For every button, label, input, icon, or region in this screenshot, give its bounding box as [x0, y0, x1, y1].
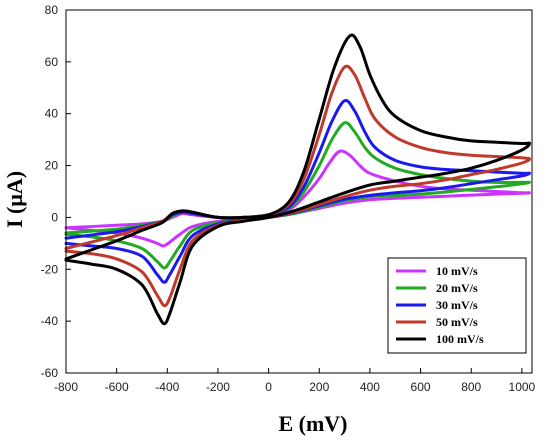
x-axis: -800 -600 -400 -200 0 200 400 600 800 1000 [54, 368, 536, 394]
legend-label-30-mv-s: 30 mV/s [436, 298, 478, 312]
x-tick-label: 800 [461, 380, 481, 394]
legend-label-50-mv-s: 50 mV/s [436, 315, 478, 329]
y-tick-label: 60 [45, 55, 59, 69]
legend: 10 mV/s 20 mV/s 30 mV/s 50 mV/s 100 mV/s [387, 257, 527, 354]
y-axis-title: I (μA) [2, 171, 27, 228]
x-tick-label: 400 [360, 380, 380, 394]
x-tick-label: -200 [206, 380, 230, 394]
y-axis: -60 -40 -20 0 20 40 60 80 [41, 3, 71, 380]
legend-label-10-mv-s: 10 mV/s [436, 264, 478, 278]
x-tick-label: 0 [265, 380, 272, 394]
y-tick-label: -40 [41, 314, 59, 328]
x-tick-label: -400 [155, 380, 179, 394]
series-line-100-mv-s [64, 33, 531, 326]
x-tick-label: -800 [54, 380, 78, 394]
y-tick-label: 80 [45, 3, 59, 17]
x-tick-label: -600 [105, 380, 129, 394]
legend-label-100-mv-s: 100 mV/s [436, 332, 484, 346]
legend-label-20-mv-s: 20 mV/s [436, 281, 478, 295]
x-axis-title: E (mV) [278, 411, 347, 436]
y-tick-label: 20 [45, 159, 59, 173]
y-tick-label: -60 [41, 366, 59, 380]
curves-layer [64, 33, 531, 326]
plot-frame [65, 9, 533, 374]
y-tick-label: 0 [51, 210, 58, 224]
x-tick-label: 1000 [509, 380, 536, 394]
y-tick-label: -20 [41, 262, 59, 276]
y-tick-label: 40 [45, 107, 59, 121]
x-tick-label: 600 [411, 380, 431, 394]
x-tick-label: 200 [309, 380, 329, 394]
